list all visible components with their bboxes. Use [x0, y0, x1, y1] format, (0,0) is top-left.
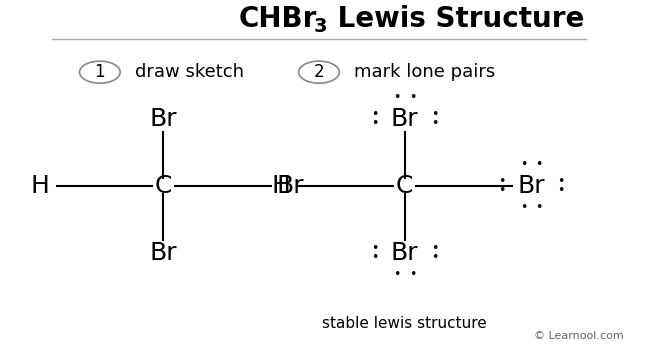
- Text: Br: Br: [391, 241, 419, 265]
- Text: •: •: [498, 184, 505, 197]
- Text: Br: Br: [150, 107, 177, 131]
- Text: •: •: [371, 117, 378, 130]
- Text: Lewis Structure: Lewis Structure: [328, 5, 585, 33]
- Text: •: •: [371, 108, 378, 121]
- Text: C: C: [396, 174, 413, 198]
- Text: •: •: [371, 242, 378, 255]
- Text: •: •: [409, 91, 416, 104]
- Text: •: •: [558, 184, 565, 197]
- Text: Br: Br: [276, 174, 304, 198]
- Text: •: •: [536, 158, 543, 171]
- Text: C: C: [155, 174, 172, 198]
- Text: Br: Br: [391, 107, 419, 131]
- Text: •: •: [431, 242, 438, 255]
- Text: •: •: [431, 108, 438, 121]
- Text: 1: 1: [94, 63, 105, 81]
- Text: 2: 2: [314, 63, 324, 81]
- Text: •: •: [520, 158, 528, 171]
- Text: •: •: [520, 201, 528, 214]
- Text: 3: 3: [313, 17, 327, 36]
- Text: draw sketch: draw sketch: [135, 63, 244, 81]
- Text: •: •: [498, 175, 505, 188]
- Text: •: •: [393, 91, 401, 104]
- Text: •: •: [558, 175, 565, 188]
- Text: stable lewis structure: stable lewis structure: [322, 316, 487, 331]
- Text: © Learnool.com: © Learnool.com: [534, 331, 624, 341]
- Text: mark lone pairs: mark lone pairs: [354, 63, 495, 81]
- Text: Br: Br: [517, 174, 545, 198]
- Text: H: H: [272, 174, 291, 198]
- Text: •: •: [371, 251, 378, 263]
- Text: •: •: [536, 201, 543, 214]
- Text: H: H: [31, 174, 49, 198]
- Text: •: •: [431, 117, 438, 130]
- Text: •: •: [431, 251, 438, 263]
- Text: •: •: [393, 268, 401, 281]
- Text: Br: Br: [150, 241, 177, 265]
- Text: CHBr: CHBr: [239, 5, 317, 33]
- Text: •: •: [409, 268, 416, 281]
